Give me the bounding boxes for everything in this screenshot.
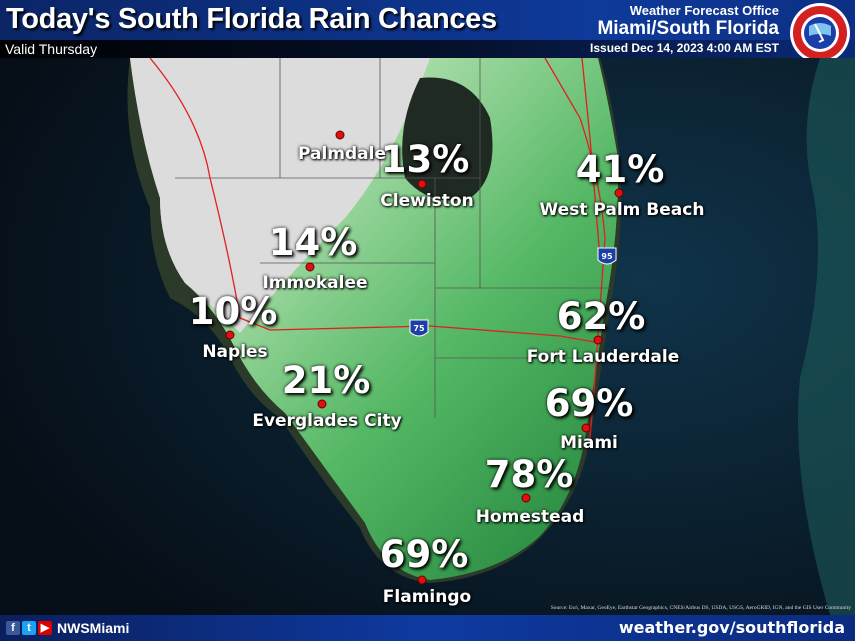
rain-chance-immokalee: 14% xyxy=(268,221,358,264)
city-dot-clewiston xyxy=(417,179,427,189)
city-dot-fort-lauderdale xyxy=(593,335,603,345)
highway-shield-75: 75 xyxy=(409,319,429,337)
map-source-credit: Source: Esri, Maxar, GeoEye, Earthstar G… xyxy=(550,605,851,611)
rain-chance-naples: 10% xyxy=(188,290,278,333)
county-lines xyxy=(175,58,610,418)
facebook-icon[interactable]: f xyxy=(6,621,20,635)
twitter-icon[interactable]: t xyxy=(22,621,36,635)
city-label-flamingo: Flamingo xyxy=(382,587,472,607)
svg-text:95: 95 xyxy=(601,252,613,261)
city-label-homestead: Homestead xyxy=(475,507,585,527)
website-link[interactable]: weather.gov/southflorida xyxy=(618,618,845,637)
city-label-everglades-city: Everglades City xyxy=(252,411,402,431)
rain-chance-miami: 69% xyxy=(544,382,634,425)
city-label-naples: Naples xyxy=(202,342,268,362)
highway-shield-95: 95 xyxy=(597,247,617,265)
lake-okeechobee xyxy=(402,77,493,201)
rain-chance-homestead: 78% xyxy=(484,453,574,496)
nws-logo xyxy=(790,3,850,63)
city-label-west-palm-beach: West Palm Beach xyxy=(539,200,705,220)
rain-chance-fort-lauderdale: 62% xyxy=(556,295,646,338)
city-label-clewiston: Clewiston xyxy=(380,191,474,211)
rain-chance-map: 95 75 xyxy=(0,58,855,615)
city-dot-miami xyxy=(581,423,591,433)
social-handle: NWSMiami xyxy=(57,620,130,636)
city-label-immokalee: Immokalee xyxy=(262,273,368,293)
youtube-icon[interactable]: ▶ xyxy=(38,621,52,635)
page-title: Today's South Florida Rain Chances xyxy=(6,3,497,35)
city-label-miami: Miami xyxy=(560,433,618,453)
sub-header-bar xyxy=(0,40,855,58)
city-dot-everglades-city xyxy=(317,399,327,409)
city-label-palmdale: Palmdale xyxy=(297,144,387,164)
rain-chance-clewiston: 13% xyxy=(380,138,470,181)
valid-day: Valid Thursday xyxy=(5,41,98,57)
rain-chance-flamingo: 69% xyxy=(379,533,469,576)
city-dot-naples xyxy=(225,330,235,340)
city-dot-west-palm-beach xyxy=(614,188,624,198)
issued-time: Issued Dec 14, 2023 4:00 AM EST xyxy=(590,41,779,55)
low-chance-area xyxy=(130,58,430,333)
footer-bar xyxy=(0,615,855,641)
city-dot-palmdale xyxy=(335,130,345,140)
rain-chance-west-palm-beach: 41% xyxy=(575,148,665,191)
svg-text:75: 75 xyxy=(413,324,425,333)
city-label-fort-lauderdale: Fort Lauderdale xyxy=(526,347,680,367)
social-links: f t ▶ NWSMiami xyxy=(6,620,129,636)
rain-chance-everglades-city: 21% xyxy=(281,359,371,402)
city-dot-immokalee xyxy=(305,262,315,272)
city-dot-homestead xyxy=(521,493,531,503)
office-label: Weather Forecast Office xyxy=(629,3,779,18)
header-bar xyxy=(0,0,855,40)
city-dot-flamingo xyxy=(417,575,427,585)
roads xyxy=(149,58,606,439)
office-name: Miami/South Florida xyxy=(597,18,779,39)
